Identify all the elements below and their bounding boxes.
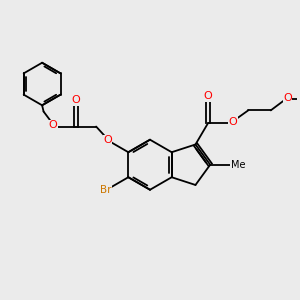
Text: O: O [283,93,292,103]
Text: O: O [204,91,212,101]
Text: O: O [103,135,112,146]
Text: Br: Br [100,185,111,195]
Text: O: O [228,117,237,127]
Text: O: O [72,95,80,105]
Text: O: O [49,120,57,130]
Text: Me: Me [231,160,245,170]
